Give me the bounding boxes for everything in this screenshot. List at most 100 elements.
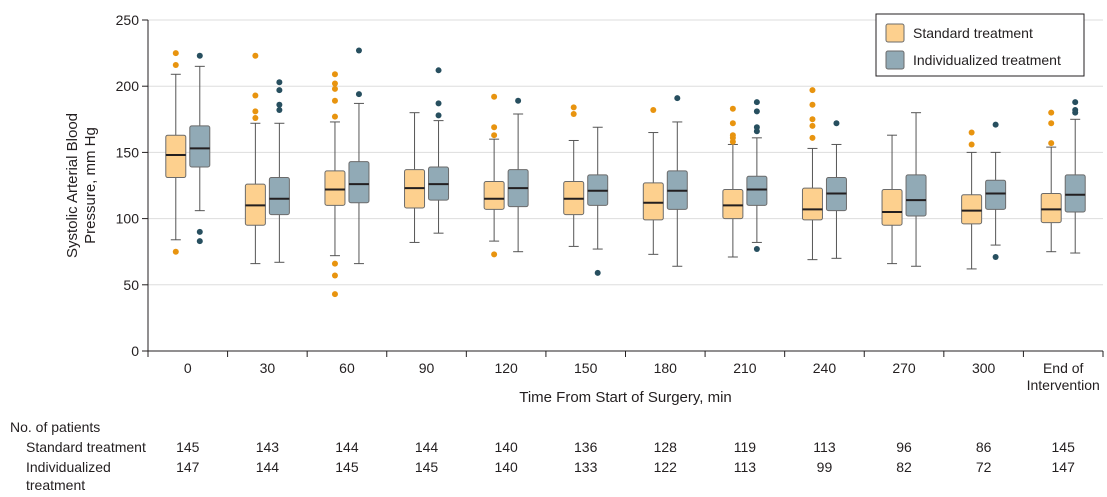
- table-cell: 128: [654, 439, 678, 455]
- outlier-point: [753, 246, 760, 253]
- outlier-point: [992, 121, 999, 128]
- outlier-point: [252, 108, 259, 115]
- grid-lines: [148, 19, 1103, 286]
- box-iqr: [348, 161, 370, 204]
- box-individualized-120: [507, 97, 529, 253]
- y-tick-label: 0: [131, 343, 139, 359]
- box-standard-270: [881, 134, 903, 265]
- table-cell: 145: [1052, 439, 1076, 455]
- legend-label-individualized: Individualized treatment: [913, 52, 1061, 68]
- outlier-point: [355, 47, 362, 54]
- outlier-point: [172, 248, 179, 255]
- table-cell: 113: [813, 439, 836, 455]
- outlier-point: [753, 108, 760, 115]
- x-tick-label: Intervention: [1027, 377, 1100, 393]
- box-individualized-0: [189, 52, 211, 245]
- box-iqr: [189, 125, 211, 168]
- box-iqr: [1064, 174, 1086, 213]
- outlier-point: [570, 104, 577, 111]
- box-iqr: [324, 170, 346, 206]
- outlier-point: [1048, 140, 1055, 147]
- x-axis-title: Time From Start of Surgery, min: [519, 389, 732, 406]
- outlier-point: [196, 228, 203, 235]
- table-row-label: Standard treatment: [26, 439, 146, 455]
- outlier-point: [809, 134, 816, 141]
- x-tick-label: 150: [574, 360, 598, 376]
- series-standard: [165, 50, 1062, 298]
- box-iqr: [1040, 192, 1062, 224]
- y-axis-title-line: Systolic Arterial Blood: [64, 113, 81, 258]
- box-standard-90: [404, 112, 426, 243]
- table-cell: 122: [654, 459, 678, 475]
- outlier-point: [491, 251, 498, 258]
- box-iqr: [165, 134, 187, 179]
- table-cell: 113: [734, 459, 757, 475]
- x-tick-label: 180: [654, 360, 678, 376]
- outlier-point: [809, 87, 816, 94]
- box-standard-60: [324, 71, 346, 298]
- outlier-point: [276, 87, 283, 94]
- patients-table: No. of patients Standard treatment 145 143 1…: [10, 419, 1076, 493]
- box-individualized-210: [746, 99, 768, 253]
- outlier-point: [992, 253, 999, 260]
- series-individualized: [189, 47, 1086, 276]
- legend-swatch-individualized: [885, 50, 905, 70]
- table-cell: 99: [817, 459, 833, 475]
- outlier-point: [276, 79, 283, 86]
- outlier-point: [252, 52, 259, 59]
- box-individualized-60: [348, 47, 370, 265]
- box-individualized-90: [428, 67, 450, 234]
- box-standard-end-of-intervention: [1040, 109, 1062, 253]
- outlier-point: [331, 260, 338, 267]
- outlier-point: [252, 114, 259, 121]
- box-standard-150: [563, 104, 585, 247]
- outlier-point: [331, 85, 338, 92]
- box-series: [165, 47, 1086, 298]
- outlier-point: [570, 111, 577, 118]
- y-tick-label: 50: [123, 277, 139, 293]
- box-iqr: [961, 194, 983, 225]
- y-tick-label: 100: [116, 211, 140, 227]
- outlier-point: [491, 93, 498, 100]
- x-tick-label: 300: [972, 360, 996, 376]
- x-tick-label: 0: [184, 360, 192, 376]
- box-standard-180: [642, 107, 664, 255]
- outlier-point: [809, 116, 816, 123]
- x-tick-label: 270: [892, 360, 916, 376]
- box-individualized-150: [587, 126, 609, 276]
- table-cell: 96: [896, 439, 912, 455]
- outlier-point: [674, 95, 681, 102]
- outlier-point: [729, 105, 736, 112]
- x-tick-label: 240: [813, 360, 837, 376]
- table-cell: 140: [494, 459, 518, 475]
- y-tick-label: 150: [116, 144, 140, 160]
- table-cell: 144: [415, 439, 439, 455]
- table-cell: 72: [976, 459, 992, 475]
- outlier-point: [1048, 120, 1055, 127]
- outlier-point: [809, 122, 816, 129]
- outlier-point: [968, 141, 975, 148]
- legend-swatch-standard: [885, 23, 905, 43]
- table-cell: 145: [415, 459, 439, 475]
- outlier-point: [172, 50, 179, 57]
- table-cell: 147: [176, 459, 200, 475]
- table-cell: 147: [1052, 459, 1076, 475]
- legend-frame: [875, 13, 1085, 77]
- outlier-point: [331, 272, 338, 279]
- legend: Standard treatment Individualized treatme…: [875, 13, 1085, 77]
- outlier-point: [1072, 99, 1079, 106]
- legend-label-standard: Standard treatment: [913, 25, 1033, 41]
- outlier-point: [753, 124, 760, 131]
- box-individualized-end-of-intervention: [1064, 99, 1086, 254]
- x-tick-label: 90: [419, 360, 435, 376]
- outlier-point: [968, 129, 975, 136]
- table-cell: 136: [574, 439, 598, 455]
- outlier-point: [1072, 107, 1079, 114]
- box-iqr: [881, 188, 903, 226]
- table-row-label: Individualized: [26, 459, 111, 475]
- outlier-point: [1048, 109, 1055, 116]
- x-tick-label: 30: [260, 360, 276, 376]
- outlier-point: [331, 71, 338, 78]
- outlier-point: [172, 62, 179, 69]
